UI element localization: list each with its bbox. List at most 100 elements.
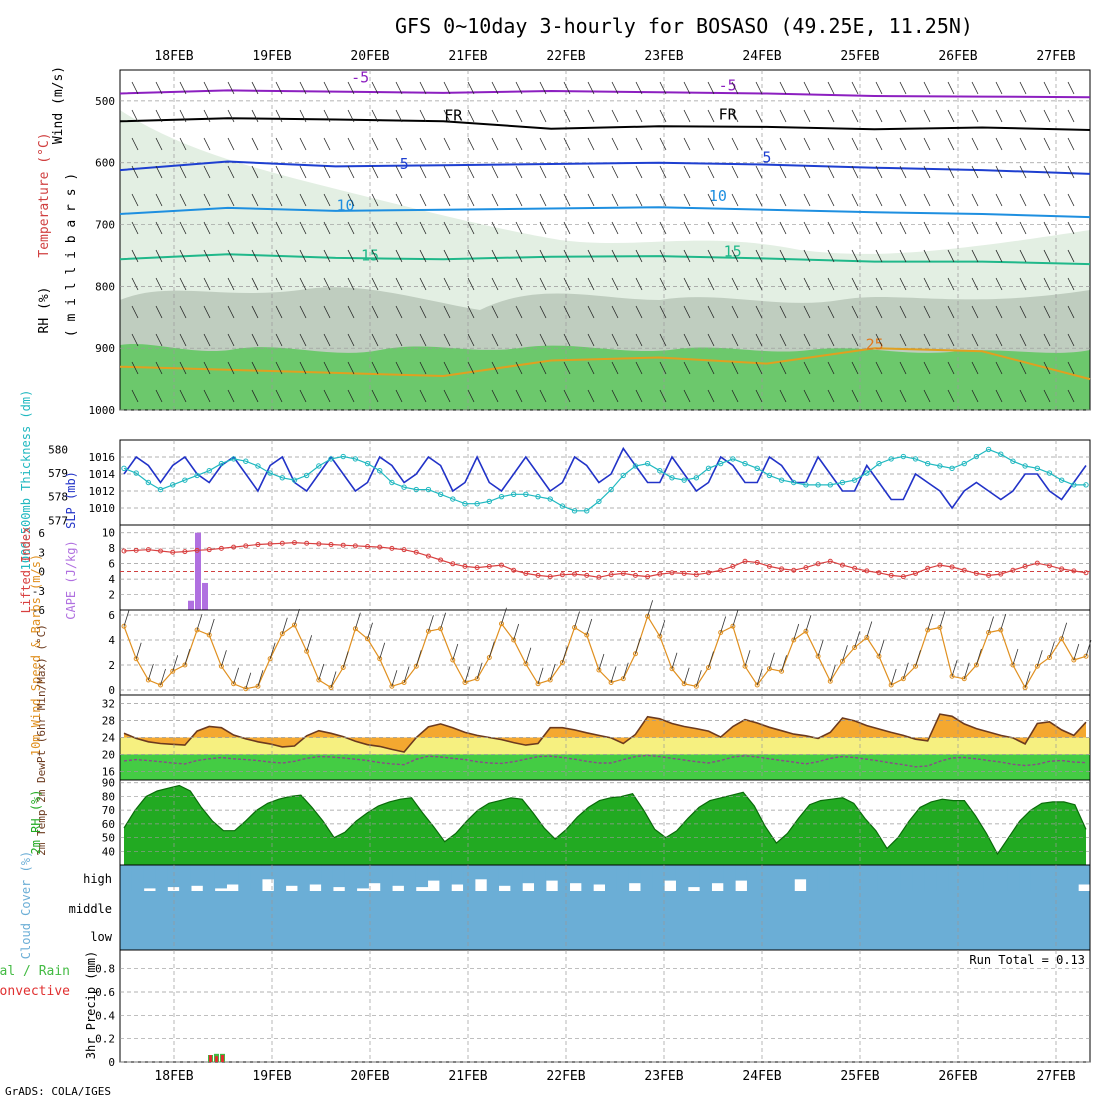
upper-wind-barb [947, 277, 955, 291]
high-cloud-bar [841, 865, 854, 891]
thickness-point [912, 456, 919, 462]
upper-wind-barb [347, 109, 355, 123]
high-cloud-bar [995, 865, 1008, 891]
thickness-point [437, 491, 444, 498]
upper-wind-barb [131, 361, 139, 375]
upper-wind-barb [923, 305, 931, 319]
high-cloud-bar [817, 865, 831, 891]
upper-wind-barb [563, 109, 571, 123]
upper-wind-barb [851, 389, 859, 403]
wind-speed-point [645, 613, 651, 619]
upper-wind-barb [731, 221, 739, 235]
upper-wind-barb [635, 249, 643, 263]
upper-wind-barb [875, 361, 883, 375]
isotherm-line [119, 206, 1091, 219]
upper-wind-barb [1019, 389, 1027, 403]
high-cloud-bar [746, 865, 760, 891]
upper-wind-barb [1067, 389, 1075, 403]
upper-wind-barb [875, 277, 883, 291]
thickness-point [730, 456, 736, 462]
upper-wind-barb [539, 305, 547, 319]
upper-wind-barb [467, 137, 475, 151]
upper-wind-barb [179, 249, 187, 263]
upper-wind-barb [755, 109, 763, 123]
high-cloud-bar [368, 865, 381, 884]
wind-speed-point [949, 673, 955, 679]
upper-wind-barb [179, 165, 187, 179]
upper-wind-barb [899, 81, 907, 95]
surface-wind-barb [951, 660, 958, 677]
upper-wind-barb [779, 165, 787, 179]
upper-wind-barb [395, 277, 403, 291]
lifted-index-point [304, 540, 310, 546]
upper-wind-barb [299, 137, 307, 151]
upper-wind-barb [827, 109, 835, 123]
upper-wind-barb [875, 389, 883, 403]
slp-thickness-panel: 1010 1012 1014 1016 577 578 579 580 1000-500mb T… [19, 390, 1091, 570]
upper-wind-barb [227, 333, 235, 347]
upper-wind-barb [419, 81, 427, 95]
thickness-point [377, 467, 383, 474]
precip-frame [119, 949, 1091, 1063]
lifted-index-point [888, 572, 894, 578]
high-cloud-bar [250, 865, 263, 891]
high-cloud-bar [403, 865, 417, 891]
wind-speed-point [754, 682, 760, 688]
upper-wind-barb [275, 137, 283, 151]
upper-wind-barb [539, 333, 547, 347]
upper-wind-barb [923, 221, 931, 235]
upper-wind-barb [131, 137, 139, 151]
upper-wind-barb [515, 249, 523, 263]
thickness-point [924, 460, 931, 467]
wind-speed-point [608, 680, 614, 685]
thickness-point [1022, 463, 1028, 469]
wind-speed-point [133, 656, 139, 662]
upper-wind-barb [1067, 193, 1075, 207]
upper-wind-barb [947, 137, 955, 151]
wind-speed-point [657, 633, 663, 639]
upper-wind-barb [419, 333, 427, 347]
lifted-index-point [596, 574, 602, 580]
upper-wind-barb [203, 81, 211, 95]
upper-wind-barb [851, 109, 859, 123]
thickness-point [669, 475, 675, 481]
surface-wind-barb [866, 621, 873, 638]
thickness-point [705, 465, 712, 472]
wind-speed-point [596, 667, 602, 673]
thickness-point [303, 472, 310, 479]
surface-wind-barb [890, 668, 897, 686]
upper-wind-barb [371, 165, 379, 179]
upper-wind-barb [899, 277, 907, 291]
upper-wind-barb [371, 305, 379, 319]
thickness-point [985, 446, 992, 453]
upper-wind-barb [1043, 305, 1051, 319]
upper-wind-barb [323, 333, 331, 347]
high-cloud-bar [983, 865, 996, 891]
rh-axis-label-main: 2m RH (%) [29, 789, 43, 854]
upper-wind-barb [899, 249, 907, 263]
upper-wind-barb [803, 81, 811, 95]
lifted-index-point [1022, 563, 1028, 569]
wind-speed-point [340, 665, 346, 670]
upper-wind-barb [467, 165, 475, 179]
upper-wind-barb [875, 109, 883, 123]
upper-wind-barb [1019, 277, 1027, 291]
upper-wind-barb [539, 109, 547, 123]
upper-wind-barb [539, 277, 547, 291]
upper-wind-barb [899, 305, 907, 319]
bottom-date-label: 21FEB [448, 1069, 487, 1084]
upper-wind-barb [467, 193, 475, 207]
high-cloud-bar [261, 865, 275, 880]
surface-wind-barb [622, 662, 629, 679]
upper-wind-barb [1019, 333, 1027, 347]
high-cloud-bar [628, 865, 641, 884]
upper-wind-barb [299, 333, 307, 347]
wind-speed-point [450, 657, 456, 663]
slp-tick-label: 1016 [89, 451, 116, 464]
upper-wind-barb [995, 193, 1003, 207]
thickness-point [279, 475, 286, 481]
lifted-index-point [133, 547, 139, 553]
upper-wind-barb [659, 305, 667, 319]
top-date-label: 21FEB [448, 49, 487, 64]
